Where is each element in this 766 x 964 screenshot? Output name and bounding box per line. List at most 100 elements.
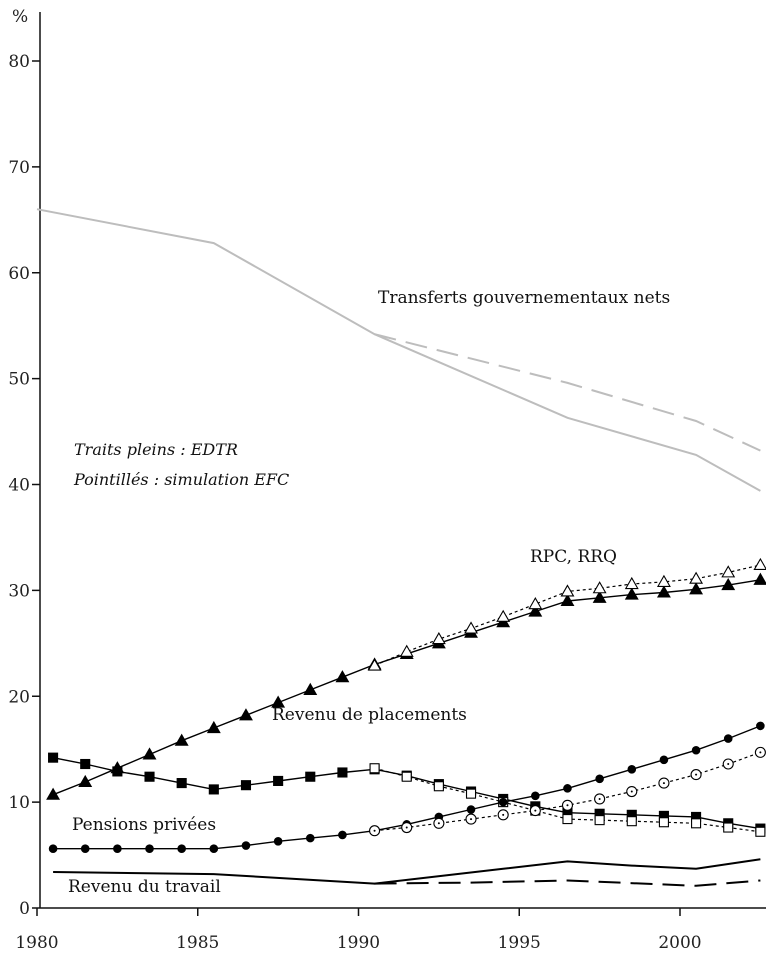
label-transferts: Transferts gouvernementaux nets [378,288,670,308]
data-point [531,791,540,801]
data-point [656,585,671,598]
data-point [753,557,766,571]
data-point [303,682,318,695]
data-point [431,631,446,645]
data-point [80,844,90,854]
x-tick-label: 1980 [15,933,58,953]
data-point [174,733,189,746]
data-point [145,844,154,854]
annotations: % Traits pleins : EDTR Pointillés : simu… [12,7,670,897]
data-point [659,755,669,765]
data-point [142,747,157,760]
data-point [755,826,766,837]
data-point [367,658,382,671]
data-point [241,841,251,850]
data-point [271,695,286,708]
data-point [594,815,605,826]
y-tick-label: 20 [8,687,30,707]
data-point [46,787,61,800]
data-point [465,788,477,799]
data-point [528,597,543,610]
x-tick-label: 2000 [658,933,701,953]
data-point [240,780,252,791]
data-point [756,721,765,731]
y-tick-label: 30 [8,581,30,601]
y-tick-label: 10 [8,793,30,813]
x-tick-label: 1985 [176,933,219,953]
data-point [563,784,572,793]
data-point [338,830,347,840]
data-point-dot [727,763,730,766]
data-point [206,720,221,734]
data-point-dot [502,813,505,816]
data-point [209,844,219,854]
data-point [369,763,380,774]
data-point [305,771,316,782]
data-point [592,590,607,603]
data-point-dot [662,782,665,785]
axes: 0 10 20 30 40 50 60 70 80 1980 1985 1990 1995 2000 [8,12,766,953]
data-point [560,593,575,607]
data-point [144,771,155,782]
data-point [689,582,704,595]
data-point [498,797,508,807]
data-point [401,771,412,782]
data-point-dot [373,829,376,832]
data-point-dot [598,797,601,800]
data-point [337,767,348,778]
data-point [239,708,253,721]
label-revenu-travail: Revenu du travail [68,877,221,897]
series-line [53,858,761,885]
series-lines [36,208,761,887]
data-point [112,766,123,777]
data-point [176,778,187,789]
data-point-dot [630,790,633,793]
y-tick-label: 80 [8,52,30,72]
y-tick-label: 50 [8,370,30,390]
y-axis-unit-label: % [12,7,28,27]
data-point [691,818,702,829]
data-point-dot [759,751,762,754]
data-point [433,781,444,792]
data-point [177,844,186,854]
series-line [374,564,761,667]
data-point [624,587,639,600]
data-point [528,604,543,617]
data-point [335,670,350,683]
data-point [656,574,671,587]
data-point [721,565,736,578]
y-tick-label: 40 [8,476,30,496]
data-point [305,833,315,843]
data-point [208,784,219,795]
data-point [691,745,701,755]
data-point [626,816,637,827]
y-tick-label: 60 [8,264,30,284]
x-tick-label: 1990 [337,933,380,953]
data-point-dot [437,822,440,825]
data-point [48,752,59,763]
data-point [464,621,478,634]
data-point [595,774,604,784]
data-point [273,836,283,846]
data-point-dot [566,804,569,807]
data-point [399,644,414,657]
data-point [723,734,733,743]
data-point [80,758,91,770]
y-tick-label: 70 [8,158,30,178]
data-point-dot [470,818,473,821]
series-line [374,333,761,452]
legend-note-solid: Traits pleins : EDTR [74,440,238,459]
data-point [689,571,704,584]
data-point [560,584,575,597]
data-point-dot [405,826,408,829]
data-point [723,822,734,833]
data-point [624,576,639,590]
data-point [658,817,669,828]
label-rpc-rrq: RPC, RRQ [530,547,617,567]
series-line [374,879,761,887]
y-tick-label: 0 [19,899,30,919]
data-point [273,775,284,787]
data-point [721,577,736,591]
